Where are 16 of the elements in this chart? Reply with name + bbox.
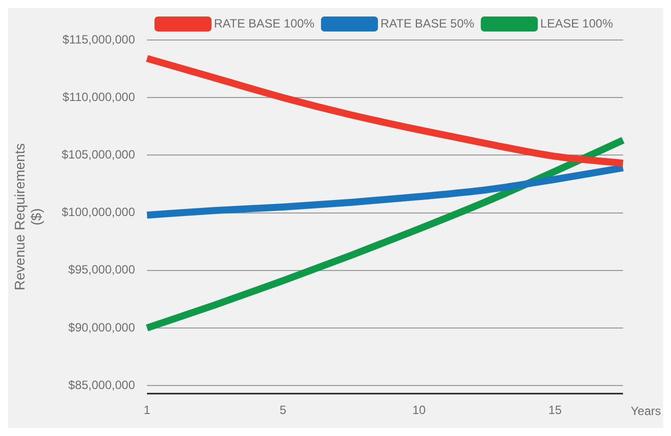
x-tick-label: 5 [280, 403, 287, 418]
y-tick-label: $90,000,000 [68, 320, 136, 334]
x-tick-label: 1 [144, 403, 151, 418]
x-tick-label: 15 [548, 403, 562, 418]
legend-label: LEASE 100% [540, 16, 614, 30]
y-tick-label: $85,000,000 [68, 378, 136, 392]
x-axis-title: Years [630, 404, 661, 418]
legend-label: RATE BASE 100% [214, 16, 315, 30]
y-tick-label: $100,000,000 [62, 205, 136, 220]
legend-label: RATE BASE 50% [380, 16, 475, 30]
x-tick-label: 10 [412, 403, 426, 418]
y-tick-label: $105,000,000 [62, 147, 136, 162]
y-tick-label: $115,000,000 [62, 32, 136, 46]
y-tick-label: $110,000,000 [62, 90, 136, 104]
y-axis-title: Revenue Requirements ($) [11, 143, 44, 290]
y-tick-label: $95,000,000 [68, 262, 136, 277]
